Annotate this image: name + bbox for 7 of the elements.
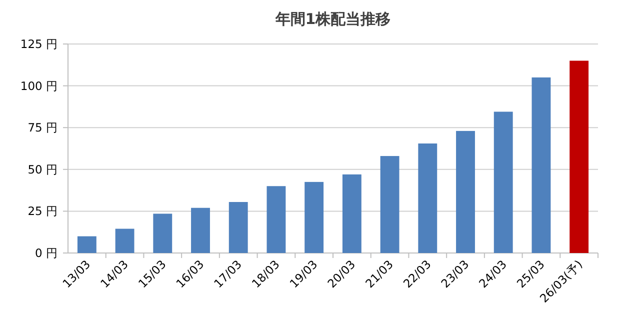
y-tick-label: 25 円 (28, 204, 58, 218)
y-tick-label: 100 円 (20, 78, 58, 93)
y-tick-label: 0 円 (35, 246, 58, 260)
chart-title: 年間1株配当推移 (274, 10, 391, 28)
y-tick-label: 125 円 (20, 37, 58, 51)
y-tick-label: 75 円 (28, 120, 58, 135)
y-tick-label: 50 円 (28, 162, 58, 176)
